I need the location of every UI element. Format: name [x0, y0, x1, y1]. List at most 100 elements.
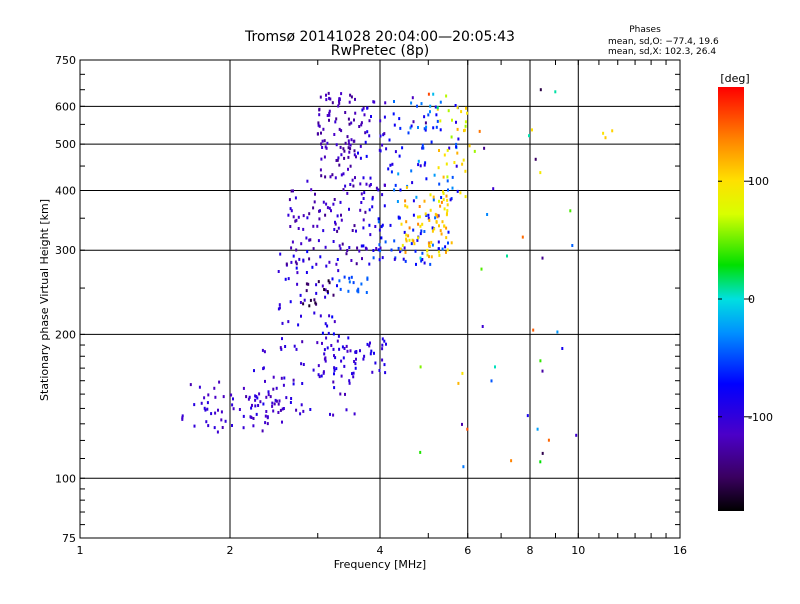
data-point: [440, 200, 443, 204]
data-point: [339, 247, 342, 251]
data-point: [340, 374, 343, 378]
data-point: [417, 222, 420, 226]
data-point: [379, 246, 382, 250]
data-point: [429, 262, 432, 266]
data-point: [368, 262, 371, 266]
data-point: [324, 288, 327, 292]
data-point: [263, 350, 266, 354]
data-point: [432, 198, 435, 202]
data-point: [353, 153, 356, 157]
data-point: [379, 119, 382, 123]
data-point: [368, 223, 371, 227]
data-point: [272, 375, 275, 379]
data-point: [473, 149, 476, 153]
data-point: [360, 244, 363, 248]
data-point: [331, 173, 334, 177]
data-point: [417, 159, 420, 163]
data-point: [294, 219, 297, 223]
data-point: [405, 233, 408, 237]
data-point: [279, 346, 282, 350]
data-point: [295, 266, 298, 270]
data-point: [381, 337, 384, 341]
data-point: [385, 342, 387, 346]
data-point: [193, 424, 196, 428]
data-point: [435, 125, 438, 129]
data-point: [412, 228, 415, 232]
data-point: [267, 390, 270, 394]
data-point: [434, 212, 437, 216]
data-point: [213, 386, 216, 390]
data-point: [303, 298, 306, 302]
data-point: [297, 215, 300, 219]
data-point: [446, 203, 449, 207]
y-tick-label: 500: [55, 138, 76, 151]
data-point: [377, 188, 380, 192]
data-point: [465, 106, 467, 110]
data-point: [506, 254, 508, 258]
phase-stats-x: mean, sd,X: 102.3, 26.4: [608, 47, 716, 57]
phase-stats-heading: Phases: [629, 25, 661, 35]
data-point: [251, 403, 253, 407]
data-point: [335, 159, 338, 162]
data-point: [433, 173, 436, 177]
data-point: [360, 121, 363, 125]
data-point: [368, 134, 371, 138]
data-point: [333, 366, 336, 370]
data-point: [446, 148, 449, 152]
data-point: [358, 125, 361, 128]
data-point: [411, 181, 414, 185]
data-point: [399, 188, 402, 192]
data-point: [313, 200, 316, 204]
data-point: [425, 125, 428, 129]
data-point: [383, 339, 386, 343]
data-point: [371, 195, 374, 199]
data-point: [450, 135, 453, 139]
data-point: [369, 341, 371, 345]
data-point: [536, 427, 539, 431]
data-point: [264, 379, 266, 383]
data-point: [394, 150, 397, 154]
data-point: [353, 139, 356, 143]
data-point: [454, 104, 457, 107]
data-point: [214, 395, 217, 399]
data-point: [348, 379, 351, 383]
data-point: [442, 175, 445, 179]
data-point: [339, 200, 342, 204]
data-point: [302, 302, 305, 306]
data-point: [372, 256, 375, 260]
data-point: [339, 145, 342, 149]
data-point: [340, 218, 343, 222]
data-point: [426, 248, 429, 252]
data-point: [325, 93, 327, 97]
x-tick-label: 1: [77, 544, 84, 557]
data-point: [428, 244, 430, 248]
data-point: [438, 182, 441, 186]
data-point: [428, 218, 431, 222]
data-point: [261, 348, 264, 352]
data-point: [334, 356, 337, 360]
data-point: [333, 320, 336, 324]
data-point: [317, 373, 320, 377]
data-point: [262, 366, 265, 370]
data-point: [447, 188, 449, 192]
data-point: [193, 403, 196, 407]
data-point: [361, 108, 364, 112]
data-point: [297, 227, 300, 230]
data-point: [348, 246, 351, 249]
x-tick-label: 8: [527, 544, 534, 557]
data-point: [333, 228, 336, 231]
data-point: [315, 283, 318, 287]
data-point: [327, 279, 330, 283]
data-point: [300, 242, 303, 246]
data-point: [359, 349, 361, 353]
data-point: [428, 255, 430, 259]
data-point: [299, 293, 302, 297]
data-point: [368, 208, 371, 212]
data-point: [481, 325, 484, 328]
data-point: [348, 381, 351, 385]
data-point: [541, 256, 544, 260]
data-point: [297, 323, 300, 327]
data-point: [421, 251, 424, 255]
data-point: [339, 287, 342, 291]
data-point: [405, 239, 408, 243]
